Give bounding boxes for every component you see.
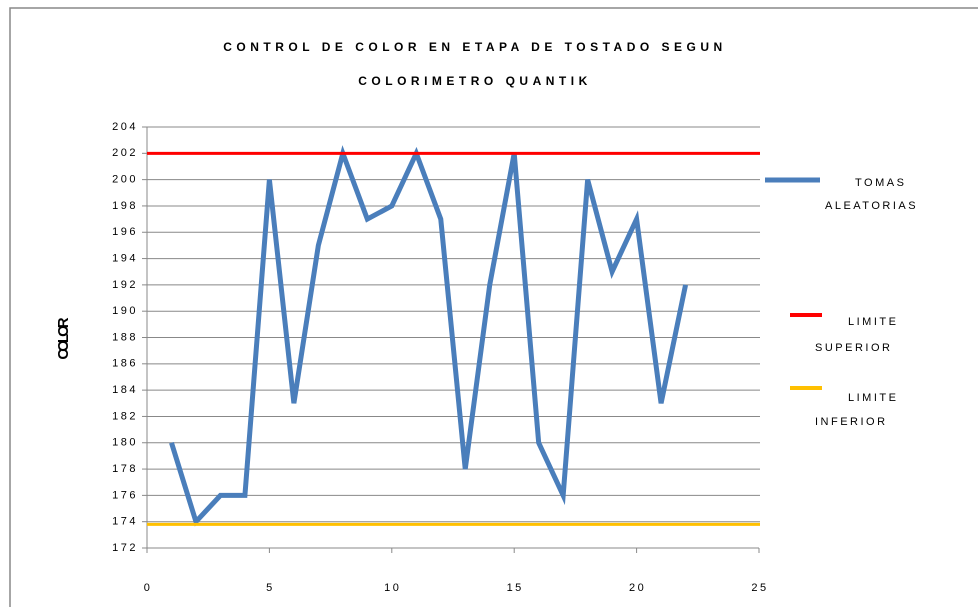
- x-tick-label: 10: [384, 582, 401, 594]
- x-tick-label: 5: [266, 582, 275, 594]
- data-line: [169, 145, 689, 527]
- chart-title: COLORIMETRO QUANTIK: [358, 74, 592, 88]
- y-tick-label: 188: [112, 331, 138, 343]
- y-tick-label: 198: [112, 200, 138, 212]
- y-tick-label: 192: [112, 279, 138, 291]
- chart-frame: [9, 7, 978, 607]
- y-tick-label: 172: [112, 542, 138, 554]
- y-tick-label: 204: [112, 121, 138, 133]
- legend-label: TOMAS ALEATORIAS: [825, 177, 918, 212]
- legend-label: LIMITE SUPERIOR: [815, 316, 898, 354]
- y-tick-label: 174: [112, 516, 138, 528]
- y-tick-label: 200: [112, 174, 138, 186]
- y-tick-label: 186: [112, 358, 138, 370]
- y-tick-label: 202: [112, 147, 138, 159]
- x-tick-label: 20: [629, 582, 646, 594]
- y-tick-label: 178: [112, 463, 138, 475]
- x-tick-label: 25: [751, 582, 768, 594]
- y-axis-label: COLOR: [55, 317, 72, 359]
- y-tick-label: 184: [112, 384, 138, 396]
- x-tick-label: 0: [144, 582, 153, 594]
- y-tick-label: 190: [112, 305, 138, 317]
- legend-label: LIMITE INFERIOR: [815, 392, 898, 428]
- y-tick-label: 176: [112, 489, 138, 501]
- y-tick-label: 182: [112, 410, 138, 422]
- y-tick-label: 194: [112, 252, 138, 264]
- y-tick-label: 196: [112, 226, 138, 238]
- x-tick-label: 15: [507, 582, 524, 594]
- chart-title: CONTROL DE COLOR EN ETAPA DE TOSTADO SEG…: [223, 40, 726, 54]
- y-tick-label: 180: [112, 437, 138, 449]
